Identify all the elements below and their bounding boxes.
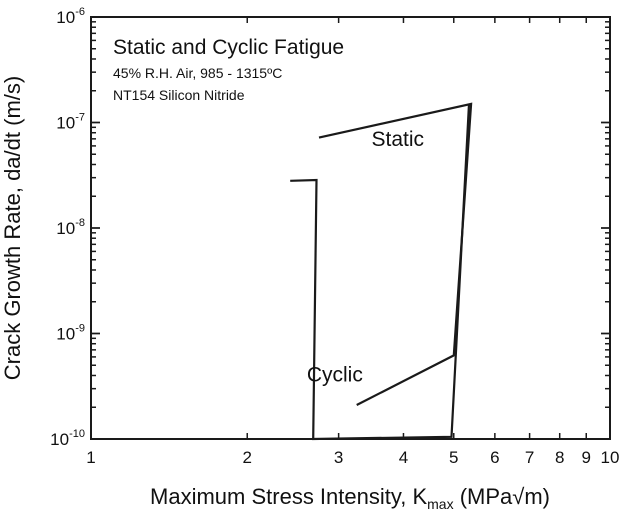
y-tick-exponent: -10	[69, 428, 85, 440]
x-tick-label: 6	[490, 448, 499, 467]
y-tick-label: 10-9	[56, 323, 85, 344]
y-tick-label: 10-6	[56, 6, 85, 27]
x-tick-label: 9	[582, 448, 591, 467]
x-tick-label: 2	[243, 448, 252, 467]
cyclic-region-label: Cyclic	[307, 364, 363, 387]
y-tick-exponent: -9	[75, 323, 85, 335]
x-tick-label: 5	[449, 448, 458, 467]
y-tick-base: 10	[50, 430, 69, 449]
x-tick-label: 3	[334, 448, 343, 467]
y-tick-label: 10-7	[56, 112, 85, 133]
y-tick-exponent: -6	[75, 6, 85, 18]
y-tick-label: 10-10	[50, 428, 85, 449]
x-tick-label: 4	[399, 448, 408, 467]
cyclic-region-boundary	[290, 103, 471, 441]
chart-subtitle-line-1: 45% R.H. Air, 985 - 1315ºC	[113, 65, 282, 81]
y-tick-exponent: -8	[75, 217, 85, 229]
y-tick-base: 10	[56, 219, 75, 238]
y-tick-label: 10-8	[56, 217, 85, 238]
x-axis-label-unit: (MPa√m)	[454, 484, 550, 509]
fatigue-regions: Static Cyclic	[290, 102, 473, 441]
x-tick-label: 7	[525, 448, 534, 467]
y-axis-label: Crack Growth Rate, da/dt (m/s)	[0, 76, 25, 380]
static-region-label: Static	[371, 128, 424, 151]
y-tick-exponent: -7	[75, 112, 85, 124]
y-tick-base: 10	[56, 114, 75, 133]
x-tick-label: 1	[86, 448, 95, 467]
x-axis-label-subscript: max	[427, 496, 453, 512]
axis-ticks	[90, 16, 611, 440]
y-tick-base: 10	[56, 8, 75, 27]
x-tick-label: 8	[555, 448, 564, 467]
chart-subtitle-line-2: NT154 Silicon Nitride	[113, 87, 245, 103]
x-axis-label: Maximum Stress Intensity, Kmax (MPa√m)	[150, 484, 550, 512]
x-tick-label: 10	[601, 448, 620, 467]
y-tick-base: 10	[56, 325, 75, 344]
chart-title: Static and Cyclic Fatigue	[113, 36, 344, 59]
x-axis-label-prefix: Maximum Stress Intensity, K	[150, 484, 427, 509]
